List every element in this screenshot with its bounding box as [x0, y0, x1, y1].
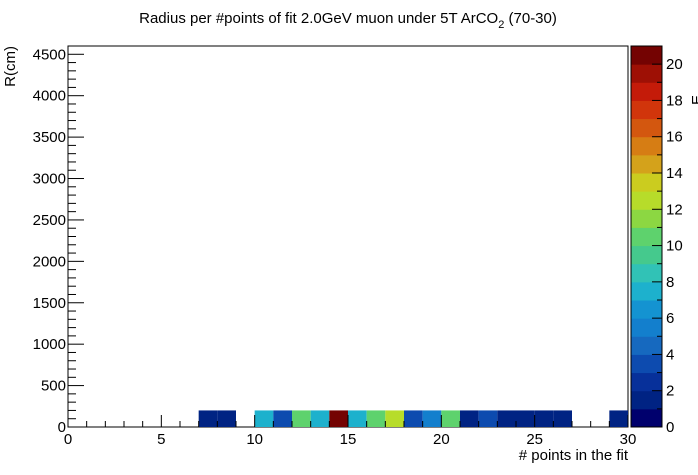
z-tick-label: 4 — [666, 346, 674, 363]
color-scale-band — [631, 191, 662, 210]
z-tick-label: 0 — [666, 419, 674, 436]
heatmap-cell — [497, 410, 516, 427]
color-scale-band — [631, 173, 662, 192]
color-scale-band — [631, 64, 662, 83]
z-tick-label: 18 — [666, 92, 683, 109]
color-scale-band — [631, 281, 662, 301]
heatmap-cell — [348, 410, 367, 427]
z-tick-label: 10 — [666, 238, 683, 255]
x-tick-label: 5 — [157, 431, 165, 448]
heatmap-cell — [534, 410, 554, 427]
y-tick-label: 2500 — [33, 212, 66, 229]
color-scale-band — [631, 318, 662, 337]
color-scale-band — [631, 336, 662, 355]
z-tick-label: 16 — [666, 129, 683, 146]
color-scale-band — [631, 372, 662, 392]
y-tick-label: 3000 — [33, 171, 66, 188]
z-tick-label: 14 — [666, 165, 683, 182]
x-axis-label: # points in the fit — [519, 447, 629, 464]
chart-title: Radius per #points of fit 2.0GeV muon un… — [139, 10, 557, 31]
color-scale-band — [631, 118, 662, 138]
z-tick-label: 6 — [666, 310, 674, 327]
plot-frame — [67, 45, 629, 428]
x-axis: 0 5 10 15 20 25 30 — [64, 415, 637, 448]
y-tick-label: 0 — [58, 419, 66, 436]
x-tick-label: 30 — [620, 431, 637, 448]
heatmap-cell — [198, 410, 218, 427]
color-scale-band — [631, 354, 662, 374]
heatmap-cell — [254, 410, 274, 427]
x-tick-label: 25 — [526, 431, 543, 448]
color-scale-band — [631, 154, 662, 174]
y-tick-label: 4000 — [33, 88, 66, 105]
color-scale-band — [631, 136, 662, 156]
z-tick-label: 2 — [666, 383, 674, 400]
y-tick-label: 2000 — [33, 253, 66, 270]
color-scale-band — [631, 245, 662, 265]
heatmap-cell — [441, 410, 460, 427]
heatmap-cell — [217, 410, 236, 427]
z-axis-label: E — [689, 95, 698, 105]
y-axis-label: R(cm) — [2, 46, 19, 87]
z-tick-label: 20 — [666, 56, 683, 73]
y-tick-label: 500 — [41, 378, 66, 395]
heatmap-cell — [292, 410, 311, 427]
heatmap-cell — [385, 410, 404, 427]
z-tick-label: 8 — [666, 274, 674, 291]
heatmap-cell — [366, 410, 386, 427]
y-tick-label: 3500 — [33, 129, 66, 146]
heatmap-cell — [478, 410, 498, 427]
color-scale-band — [631, 46, 662, 65]
color-scale-band — [631, 300, 662, 319]
z-tick-label: 12 — [666, 201, 683, 218]
x-tick-label: 0 — [64, 431, 72, 448]
color-scale: 0 2 4 6 8 10 12 14 16 18 20 — [630, 45, 683, 436]
color-scale-band — [631, 82, 662, 101]
color-scale-band — [631, 263, 662, 283]
y-tick-label: 4500 — [33, 46, 66, 63]
y-tick-label: 1000 — [33, 336, 66, 353]
color-scale-band — [631, 390, 662, 410]
x-tick-label: 10 — [246, 431, 263, 448]
y-tick-label: 1500 — [33, 295, 66, 312]
heatmap-cell — [460, 410, 479, 427]
heatmap-cell — [329, 410, 348, 427]
heatmap-cell — [310, 410, 330, 427]
color-scale-band — [631, 227, 662, 247]
color-scale-frame — [630, 45, 663, 428]
color-scale-band — [631, 209, 662, 228]
heatmap-cell — [422, 410, 442, 427]
color-scale-band — [631, 100, 662, 120]
heatmap-cells — [198, 410, 628, 427]
heatmap-cell — [273, 410, 292, 427]
color-scale-band — [631, 408, 662, 428]
heatmap-cell — [404, 410, 423, 427]
heatmap-cell — [609, 410, 628, 427]
x-tick-label: 15 — [340, 431, 357, 448]
heatmap-cell — [516, 410, 535, 427]
y-axis: 0 500 1000 1500 2000 2500 3000 3500 4000 4500 — [33, 45, 84, 436]
heatmap-cell — [553, 410, 572, 427]
x-tick-label: 20 — [433, 431, 450, 448]
